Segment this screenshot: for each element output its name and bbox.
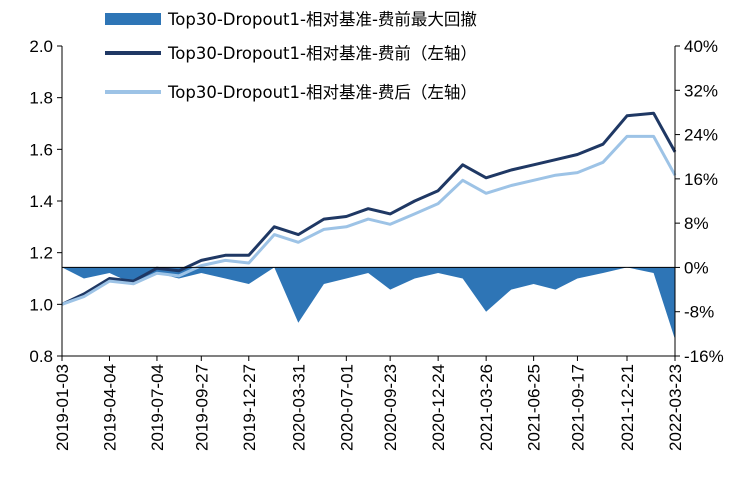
x-tick-label: 2019-07-04 (148, 364, 167, 451)
y-left-tick-label: 1.2 (29, 244, 53, 263)
lines-layer (61, 111, 677, 306)
x-tick-label: 2020-03-31 (289, 364, 308, 451)
series-line-1 (61, 134, 677, 306)
x-tick-label: 2020-12-24 (429, 364, 448, 451)
y-left-tick-label: 1.8 (29, 89, 53, 108)
x-tick-label: 2019-12-27 (240, 364, 259, 451)
y-right-tick-label: 0% (684, 258, 709, 277)
x-tick-label: 2019-04-04 (100, 364, 119, 451)
legend-swatch-area (105, 13, 161, 25)
y-left-tick-label: 1.0 (29, 295, 53, 314)
y-left-tick-label: 1.6 (29, 140, 53, 159)
y-right-tick-label: 40% (684, 37, 718, 56)
y-right-tick-label: 8% (684, 214, 709, 233)
y-right-tick-label: 24% (684, 126, 718, 145)
drawdown-area (62, 267, 675, 340)
y-left-tick-label: 0.8 (29, 347, 53, 366)
y-right-tick-label: -16% (684, 347, 724, 366)
legend: Top30-Dropout1-相对基准-费前最大回撤 Top30-Dropout1… (105, 10, 477, 102)
x-tick-label: 2021-03-26 (477, 364, 496, 451)
x-tick-label: 2021-09-17 (568, 364, 587, 451)
y-right-tick-label: 16% (684, 170, 718, 189)
x-tick-label: 2020-09-23 (381, 364, 400, 451)
x-tick-label: 2020-07-01 (337, 364, 356, 451)
legend-label: Top30-Dropout1-相对基准-费前最大回撤 (167, 10, 477, 29)
legend-label: Top30-Dropout1-相对基准-费后（左轴） (167, 83, 477, 102)
y-left-tick-label: 1.4 (29, 192, 53, 211)
x-tick-label: 2019-01-03 (53, 364, 72, 451)
x-tick-label: 2019-09-27 (192, 364, 211, 451)
axes: 0.8 1.0 1.2 1.4 1.6 1.8 2.0 -16% -8% 0% 8% 16% 24% 32… (29, 37, 723, 451)
x-tick-label: 2021-12-21 (618, 364, 637, 451)
y-right-tick-label: 32% (684, 81, 718, 100)
y-right-tick-label: -8% (684, 303, 714, 322)
series-line-0 (61, 111, 677, 306)
x-tick-label: 2021-06-25 (525, 364, 544, 451)
x-tick-label: 2022-03-23 (666, 364, 685, 451)
legend-label: Top30-Dropout1-相对基准-费前（左轴） (167, 44, 477, 63)
y-left-tick-label: 2.0 (29, 37, 53, 56)
series-area-drawdown (62, 267, 675, 340)
